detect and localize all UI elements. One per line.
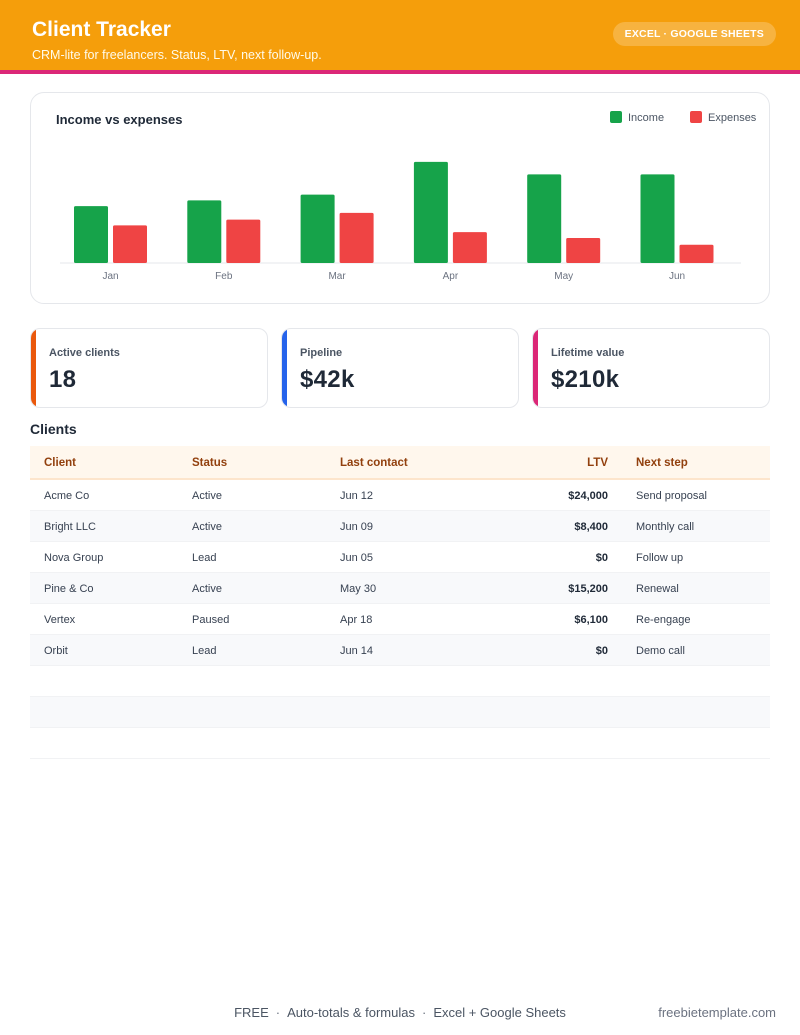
footer-separator: · (275, 1005, 281, 1020)
kpi-value: $210k (551, 366, 620, 393)
footer-separator: · (421, 1005, 427, 1020)
cell-last-contact: Jun 05 (340, 552, 374, 564)
bar-expenses-feb (226, 219, 261, 263)
chart-title: Income vs expenses (56, 112, 182, 127)
x-tick-label: Feb (215, 271, 233, 282)
column-header-next-step[interactable]: Next step (636, 457, 688, 469)
kpi-card-lifetime-value: Lifetime value $210k (532, 328, 770, 408)
cell-ltv: $24,000 (568, 490, 608, 502)
cell-client: Vertex (44, 614, 76, 626)
cell-next-step: Renewal (636, 583, 679, 595)
x-tick-label: May (554, 271, 573, 282)
x-tick-label: Jan (102, 271, 118, 282)
bar-expenses-may (566, 237, 601, 263)
x-tick-label: Jun (669, 271, 685, 282)
kpi-label: Pipeline (300, 347, 343, 359)
cell-last-contact: Jun 12 (340, 490, 374, 502)
kpi-card-pipeline: Pipeline $42k (281, 328, 519, 408)
table-row[interactable]: Orbit Lead Jun 14 $0 Demo call (30, 635, 770, 666)
bar-income-mar (300, 194, 335, 263)
cell-last-contact: Apr 18 (340, 614, 373, 626)
x-tick-label: Mar (328, 271, 346, 282)
table-row[interactable]: Nova Group Lead Jun 05 $0 Follow up (30, 542, 770, 573)
cell-client: Nova Group (44, 552, 104, 564)
footer-item-platforms: Excel + Google Sheets (433, 1005, 566, 1020)
bar-income-jan (74, 206, 108, 263)
kpi-accent-bar (533, 329, 538, 407)
header-banner (0, 0, 800, 70)
cell-ltv: $0 (595, 552, 608, 564)
bar-income-apr (413, 161, 448, 263)
cell-next-step: Send proposal (636, 490, 707, 502)
cell-status: Active (192, 583, 222, 595)
table-row[interactable]: Acme Co Active Jun 12 $24,000 Send proposal (30, 480, 770, 511)
income-expenses-chart-card: Income vs expenses Income Expenses Jan Feb Ma… (30, 92, 770, 304)
cell-last-contact: Jun 14 (340, 645, 374, 657)
cell-status: Lead (192, 552, 217, 564)
kpi-label: Lifetime value (551, 347, 625, 359)
header-accent-stripe (0, 70, 800, 74)
cell-status: Active (192, 521, 222, 533)
table-row[interactable]: Vertex Paused Apr 18 $6,100 Re-engage (30, 604, 770, 635)
cell-ltv: $15,200 (568, 583, 608, 595)
x-tick-label: Apr (443, 271, 459, 282)
cell-ltv: $0 (595, 645, 608, 657)
cell-status: Paused (192, 614, 230, 626)
platform-badge: EXCEL · GOOGLE SHEETS (612, 22, 776, 46)
page-title: Client Tracker (32, 18, 171, 41)
column-header-last-contact[interactable]: Last contact (340, 457, 408, 469)
legend-swatch-expenses (690, 111, 702, 123)
clients-table: Client Status Last contact LTV Next step… (30, 446, 770, 759)
income-expenses-chart: Income vs expenses Income Expenses Jan Feb Ma… (56, 111, 757, 282)
bar-income-jun (640, 174, 675, 263)
legend-swatch-income (610, 111, 622, 123)
bar-income-may (527, 174, 562, 263)
cell-ltv: $8,400 (574, 521, 608, 533)
kpi-value: $42k (300, 366, 355, 393)
bar-income-feb (187, 200, 222, 263)
table-body: Acme Co Active Jun 12 $24,000 Send proposal B… (30, 480, 770, 759)
cell-next-step: Monthly call (636, 521, 695, 533)
cell-status: Active (192, 490, 222, 502)
cell-next-step: Follow up (636, 552, 684, 564)
bar-expenses-jan (113, 225, 147, 263)
cell-status: Lead (192, 645, 217, 657)
table-row-empty[interactable] (30, 666, 770, 697)
footer-item-free: FREE (234, 1005, 269, 1020)
bar-expenses-apr (452, 232, 487, 263)
column-header-client[interactable]: Client (44, 457, 76, 469)
cell-next-step: Demo call (636, 645, 685, 657)
legend-label-expenses: Expenses (708, 112, 757, 124)
bar-expenses-mar (339, 212, 374, 263)
kpi-accent-bar (282, 329, 287, 407)
cell-client: Acme Co (44, 490, 90, 502)
footer-site-link[interactable]: freebietemplate.com (658, 1005, 776, 1020)
cell-last-contact: Jun 09 (340, 521, 374, 533)
table-row-empty[interactable] (30, 728, 770, 759)
footer-item-formulas: Auto-totals & formulas (287, 1005, 415, 1020)
column-header-status[interactable]: Status (192, 457, 228, 469)
cell-ltv: $6,100 (574, 614, 608, 626)
table-row[interactable]: Pine & Co Active May 30 $15,200 Renewal (30, 573, 770, 604)
column-header-ltv[interactable]: LTV (587, 457, 608, 469)
table-row[interactable]: Bright LLC Active Jun 09 $8,400 Monthly call (30, 511, 770, 542)
cell-next-step: Re-engage (636, 614, 691, 626)
clients-section-title: Clients (30, 421, 77, 437)
kpi-value: 18 (49, 366, 77, 393)
cell-last-contact: May 30 (340, 583, 377, 595)
page-subtitle: CRM-lite for freelancers. Status, LTV, n… (32, 48, 322, 62)
cell-client: Orbit (44, 645, 68, 657)
bar-expenses-jun (679, 244, 714, 263)
kpi-card-active-clients: Active clients 18 (30, 328, 268, 408)
table-row-empty[interactable] (30, 697, 770, 728)
cell-client: Bright LLC (44, 521, 96, 533)
footer-features: FREE · Auto-totals & formulas · Excel + Goog… (0, 1005, 800, 1020)
kpi-label: Active clients (49, 347, 120, 359)
legend-label-income: Income (628, 112, 664, 124)
kpi-accent-bar (31, 329, 36, 407)
cell-client: Pine & Co (44, 583, 94, 595)
table-header-row: Client Status Last contact LTV Next step (30, 446, 770, 480)
